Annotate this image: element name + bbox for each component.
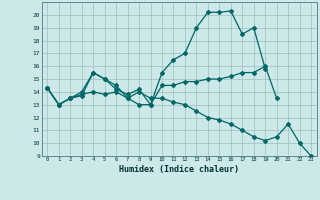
X-axis label: Humidex (Indice chaleur): Humidex (Indice chaleur) (119, 165, 239, 174)
